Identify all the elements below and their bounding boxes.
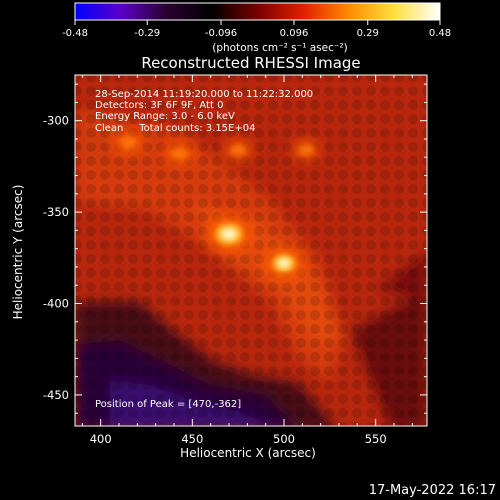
colorbar-tick-label: 0.29 [357, 28, 379, 39]
colorbar: -0.48 -0.29 -0.096 0.096 0.29 0.48 (photons c… [62, 2, 451, 54]
chart-title: Reconstructed RHESSI Image [141, 54, 360, 72]
x-axis-label: Heliocentric X (arcsec) [180, 446, 316, 460]
emission-source [262, 246, 306, 281]
colorbar-tick-label: -0.48 [62, 28, 88, 39]
annotation-energy-range: Energy Range: 3.0 - 6.0 keV [95, 111, 235, 122]
colorbar-gradient [74, 2, 441, 21]
y-tick-label: -300 [43, 114, 69, 128]
colorbar-tick-label: 0.48 [429, 28, 451, 39]
x-tick-label: 400 [90, 432, 112, 446]
x-tick-label: 450 [181, 432, 203, 446]
colorbar-tick-label: 0.096 [280, 28, 309, 39]
colorbar-tick-label: -0.096 [205, 28, 237, 39]
annotation-time-range: 28-Sep-2014 11:19:20.000 to 11:22:32.000 [95, 89, 313, 100]
timestamp: 17-May-2022 16:17 [369, 483, 496, 498]
axes: 400 450 500 550 -300 -350 -400 -450 [43, 75, 427, 446]
peak-position-label: Position of Peak = [470,-362] [95, 399, 241, 410]
emission-source [111, 129, 145, 156]
emission-source [222, 137, 254, 163]
colorbar-ticks: -0.48 -0.29 -0.096 0.096 0.29 0.48 [62, 20, 451, 39]
colorbar-tick-label: -0.29 [134, 28, 160, 39]
annotation-detectors: Detectors: 3F 6F 9F, Att 0 [95, 100, 223, 111]
emission-source [163, 141, 196, 167]
x-tick-label: 500 [273, 432, 295, 446]
annotation-counts: Clean Total counts: 3.15E+04 [95, 123, 255, 134]
image-plot [75, 75, 427, 426]
annotation-block: 28-Sep-2014 11:19:20.000 to 11:22:32.000… [95, 89, 313, 410]
colorbar-units-label: (photons cm⁻² s⁻¹ asec⁻²) [212, 42, 347, 54]
emission-source [291, 138, 321, 162]
y-tick-label: -400 [43, 297, 69, 311]
x-tick-label: 550 [365, 432, 387, 446]
y-tick-label: -350 [43, 205, 69, 219]
emission-source [205, 215, 253, 254]
bright-sources [111, 129, 321, 281]
y-tick-label: -450 [43, 388, 69, 402]
plot-frame [74, 74, 428, 427]
y-axis-label: Heliocentric Y (arcsec) [11, 185, 25, 320]
